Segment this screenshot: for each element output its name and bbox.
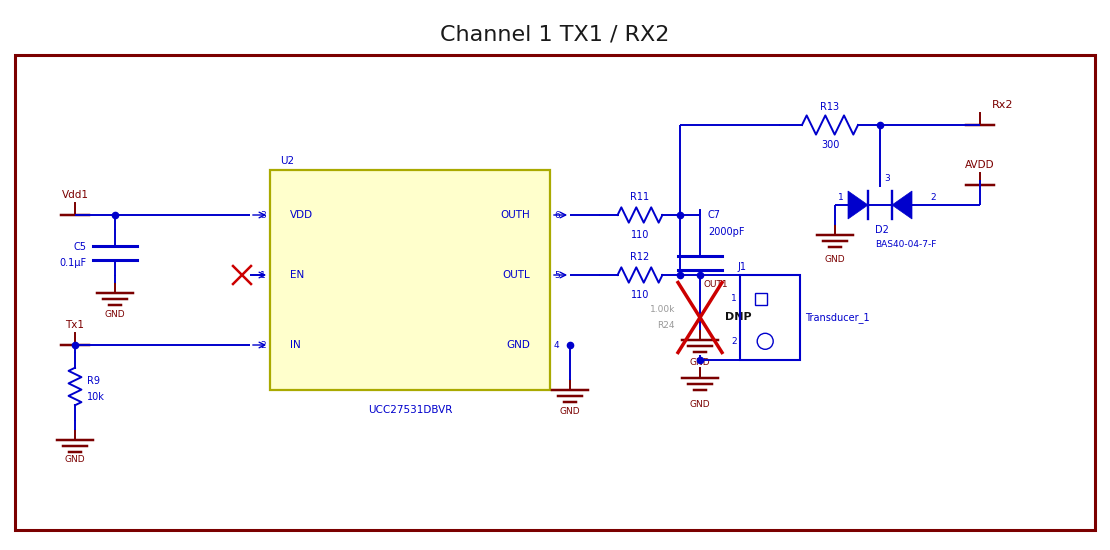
Text: EN: EN bbox=[290, 270, 304, 280]
Text: 6: 6 bbox=[554, 211, 559, 219]
Text: GND: GND bbox=[64, 455, 85, 464]
Text: 1.00k: 1.00k bbox=[649, 305, 675, 314]
Text: 3: 3 bbox=[884, 174, 890, 183]
Text: U2: U2 bbox=[280, 156, 294, 166]
Text: R13: R13 bbox=[820, 102, 839, 112]
Text: 1: 1 bbox=[260, 271, 266, 279]
Text: C7: C7 bbox=[708, 210, 722, 220]
Text: D2: D2 bbox=[875, 225, 889, 235]
Text: 1: 1 bbox=[731, 294, 737, 303]
Text: 300: 300 bbox=[820, 140, 839, 150]
Text: 110: 110 bbox=[630, 290, 649, 300]
Text: 3: 3 bbox=[260, 211, 266, 219]
Bar bbox=[740, 275, 800, 360]
Text: UCC27531DBVR: UCC27531DBVR bbox=[367, 405, 452, 415]
Text: OUT1: OUT1 bbox=[703, 280, 728, 289]
Bar bbox=[16, 55, 1094, 530]
Text: DNP: DNP bbox=[725, 312, 751, 322]
Text: Transducer_1: Transducer_1 bbox=[805, 312, 869, 323]
Text: GND: GND bbox=[506, 340, 529, 350]
Text: Rx2: Rx2 bbox=[992, 100, 1013, 110]
Text: 0.1μF: 0.1μF bbox=[60, 257, 87, 267]
Text: BAS40-04-7-F: BAS40-04-7-F bbox=[875, 240, 937, 249]
Text: OUTH: OUTH bbox=[501, 210, 529, 220]
Text: R9: R9 bbox=[87, 377, 100, 387]
Text: 2: 2 bbox=[731, 337, 737, 346]
Text: Vdd1: Vdd1 bbox=[61, 190, 89, 200]
Text: VDD: VDD bbox=[290, 210, 313, 220]
Text: 4: 4 bbox=[554, 340, 559, 349]
Text: GND: GND bbox=[689, 358, 710, 367]
Polygon shape bbox=[892, 191, 912, 219]
Bar bbox=[270, 170, 549, 390]
Text: R11: R11 bbox=[630, 192, 649, 202]
Text: Channel 1 TX1 / RX2: Channel 1 TX1 / RX2 bbox=[441, 25, 669, 45]
Text: 5: 5 bbox=[554, 271, 559, 279]
Text: GND: GND bbox=[689, 400, 710, 409]
Text: 2: 2 bbox=[261, 340, 266, 349]
Text: Tx1: Tx1 bbox=[65, 320, 84, 330]
Text: R12: R12 bbox=[630, 252, 649, 262]
Text: GND: GND bbox=[825, 255, 846, 264]
Text: OUTL: OUTL bbox=[502, 270, 529, 280]
Text: R24: R24 bbox=[657, 321, 675, 330]
Text: 10k: 10k bbox=[87, 392, 104, 402]
Text: J1: J1 bbox=[737, 262, 746, 272]
Text: AVDD: AVDD bbox=[966, 160, 995, 170]
Text: 110: 110 bbox=[630, 230, 649, 240]
Text: 2000pF: 2000pF bbox=[708, 227, 745, 237]
Text: C5: C5 bbox=[74, 243, 87, 252]
Text: GND: GND bbox=[559, 407, 581, 416]
Bar bbox=[755, 293, 767, 305]
Text: GND: GND bbox=[104, 310, 125, 319]
Text: 1: 1 bbox=[838, 193, 844, 202]
Text: 2: 2 bbox=[930, 193, 936, 202]
Polygon shape bbox=[848, 191, 868, 219]
Text: IN: IN bbox=[290, 340, 301, 350]
